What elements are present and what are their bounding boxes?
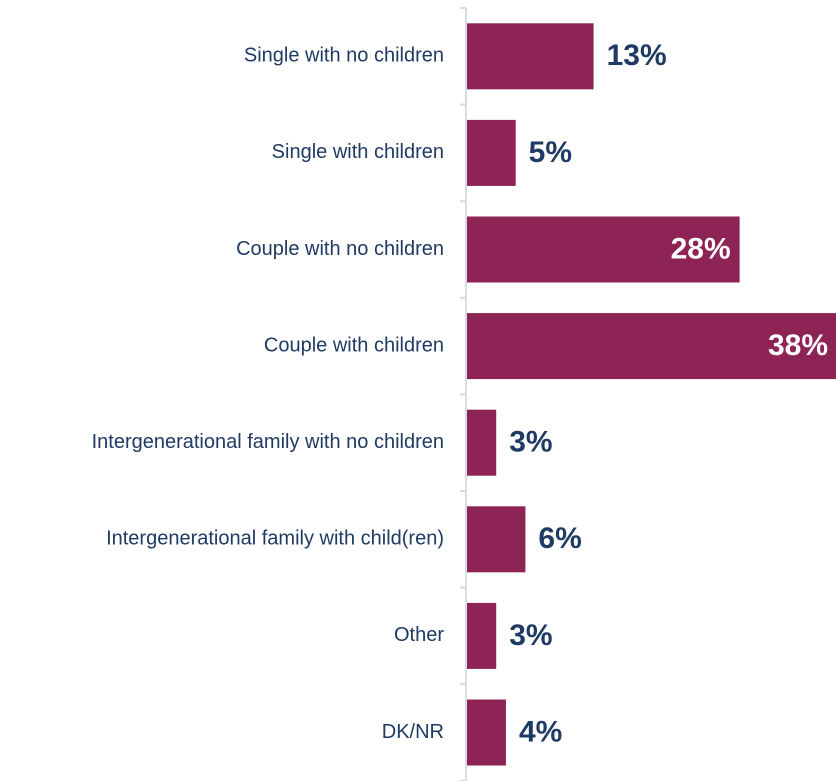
value-label: 3% — [509, 426, 552, 459]
bar — [467, 506, 526, 573]
category-label: DK/NR — [382, 721, 444, 743]
value-label: 3% — [509, 619, 552, 652]
bar — [467, 602, 497, 669]
value-label: 13% — [607, 39, 667, 72]
axis-layer — [460, 7, 467, 781]
category-label: Single with children — [272, 141, 444, 163]
bar — [467, 119, 516, 186]
value-label: 5% — [529, 136, 572, 169]
category-label: Other — [394, 624, 444, 646]
category-label: Couple with no children — [236, 238, 444, 260]
bar — [467, 313, 836, 380]
bar — [467, 216, 740, 283]
value-label: 6% — [538, 522, 581, 555]
bars-layer — [467, 23, 836, 766]
bar — [467, 409, 497, 476]
bar — [467, 699, 506, 766]
value-label: 38% — [768, 329, 828, 362]
category-label: Intergenerational family with no childre… — [92, 431, 444, 453]
labels-layer: Single with no children 13% Single with ch… — [92, 39, 828, 748]
value-label: 4% — [519, 715, 562, 748]
value-label: 28% — [671, 232, 731, 265]
category-label: Single with no children — [244, 45, 444, 67]
category-label: Intergenerational family with child(ren) — [106, 528, 444, 550]
category-label: Couple with children — [264, 334, 444, 356]
bar — [467, 23, 594, 90]
